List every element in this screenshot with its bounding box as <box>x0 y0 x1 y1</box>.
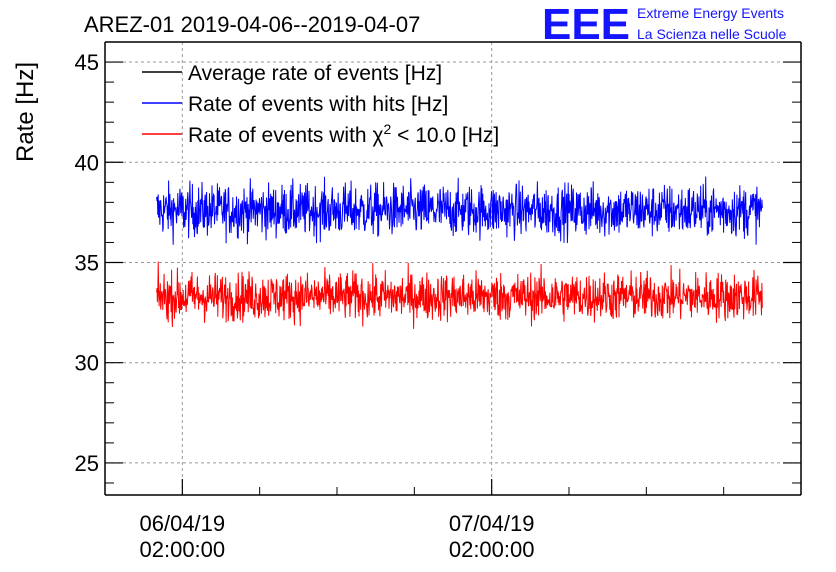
logo-mark: EEE <box>542 0 630 49</box>
y-tick-label: 30 <box>75 351 99 376</box>
legend: Average rate of events [Hz] Rate of even… <box>142 62 499 147</box>
grid-lines <box>105 42 801 495</box>
eee-logo: EEE Extreme Energy Events La Scienza nel… <box>542 0 787 49</box>
y-ticks: 25 30 35 40 45 <box>75 41 801 484</box>
legend-label-hits: Rate of events with hits [Hz] <box>188 93 448 116</box>
series-line-2 <box>156 261 763 329</box>
series-group <box>156 176 763 329</box>
chart-title: AREZ-01 2019-04-06--2019-04-07 <box>84 12 420 37</box>
logo-line-2: La Scienza nelle Scuole <box>637 26 787 42</box>
y-tick-label: 40 <box>75 150 99 175</box>
y-tick-label: 35 <box>75 250 99 275</box>
x-tick-label-time: 02:00:00 <box>140 537 226 562</box>
x-tick-label-date: 07/04/19 <box>449 511 535 536</box>
y-tick-label: 25 <box>75 451 99 476</box>
series-line-1 <box>156 176 763 245</box>
legend-chi2-prefix: Rate of events with <box>188 124 372 147</box>
y-tick-label: 45 <box>75 50 99 75</box>
legend-chi-symbol: χ <box>372 124 383 147</box>
y-axis-title: Rate [Hz] <box>12 62 39 162</box>
legend-chi-superscript: 2 <box>383 121 391 137</box>
legend-label-average: Average rate of events [Hz] <box>188 62 442 85</box>
x-tick-label-date: 06/04/19 <box>140 511 226 536</box>
x-tick-label-time: 02:00:00 <box>449 537 535 562</box>
legend-label-chi2: Rate of events with χ2 < 10.0 [Hz] <box>188 121 499 147</box>
logo-line-1: Extreme Energy Events <box>637 5 784 21</box>
legend-chi2-suffix: < 10.0 [Hz] <box>391 124 499 147</box>
axes <box>104 41 802 496</box>
